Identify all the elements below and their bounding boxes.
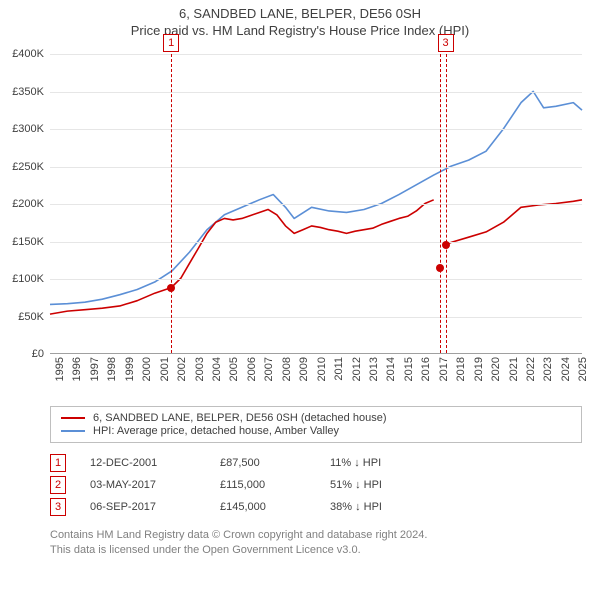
ytick-label: £250K (12, 161, 44, 173)
sale-event-vline (446, 54, 447, 353)
xtick-label: 2018 (455, 357, 467, 381)
xtick-label: 2023 (542, 357, 554, 381)
xtick-label: 2016 (420, 357, 432, 381)
footer-line1: Contains HM Land Registry data © Crown c… (50, 528, 427, 543)
ytick-label: £200K (12, 198, 44, 210)
xtick-label: 2010 (316, 357, 328, 381)
title-line2: Price paid vs. HM Land Registry's House … (0, 23, 600, 38)
sale-date: 06-SEP-2017 (90, 501, 220, 513)
sale-event-number-box: 3 (438, 34, 454, 52)
sale-price: £115,000 (220, 479, 330, 491)
sale-delta-vs-hpi: 51% ↓ HPI (330, 479, 450, 491)
sale-price: £87,500 (220, 457, 330, 469)
xtick-label: 2004 (211, 357, 223, 381)
xtick-label: 1997 (89, 357, 101, 381)
line-hpi (50, 91, 582, 304)
sale-event-number-box: 1 (163, 34, 179, 52)
gridline-h (50, 54, 582, 55)
xtick-label: 2025 (577, 357, 589, 381)
chart-plot-area: £0£50K£100K£150K£200K£250K£300K£350K£400… (50, 54, 582, 354)
sale-point-dot (436, 264, 444, 272)
sale-event-vline (440, 54, 441, 353)
footer-line2: This data is licensed under the Open Gov… (50, 543, 427, 558)
legend-item-hpi: HPI: Average price, detached house, Ambe… (61, 425, 571, 437)
sale-row-number-box: 1 (50, 454, 66, 472)
xtick-label: 2008 (281, 357, 293, 381)
footer-attribution: Contains HM Land Registry data © Crown c… (50, 528, 427, 558)
gridline-h (50, 317, 582, 318)
ytick-label: £350K (12, 86, 44, 98)
legend-label-hpi: HPI: Average price, detached house, Ambe… (93, 425, 339, 437)
xtick-label: 2015 (403, 357, 415, 381)
sale-delta-vs-hpi: 11% ↓ HPI (330, 457, 450, 469)
sale-date: 12-DEC-2001 (90, 457, 220, 469)
xtick-label: 2021 (508, 357, 520, 381)
xtick-label: 2001 (159, 357, 171, 381)
xtick-label: 2003 (194, 357, 206, 381)
chart-container: 6, SANDBED LANE, BELPER, DE56 0SH Price … (0, 6, 600, 596)
sale-price: £145,000 (220, 501, 330, 513)
ytick-label: £150K (12, 236, 44, 248)
legend-swatch-hpi (61, 430, 85, 432)
ytick-label: £100K (12, 273, 44, 285)
sale-point-dot (167, 284, 175, 292)
sales-table-row: 1 12-DEC-2001£87,50011% ↓ HPI (50, 454, 450, 476)
sale-date: 03-MAY-2017 (90, 479, 220, 491)
line-property (50, 200, 582, 314)
sale-row-number-box: 2 (50, 476, 66, 494)
xtick-label: 1998 (106, 357, 118, 381)
legend-item-property: 6, SANDBED LANE, BELPER, DE56 0SH (detac… (61, 412, 571, 424)
xtick-label: 2024 (560, 357, 572, 381)
gridline-h (50, 92, 582, 93)
sale-delta-vs-hpi: 38% ↓ HPI (330, 501, 450, 513)
sale-point-dot (442, 241, 450, 249)
gridline-h (50, 129, 582, 130)
xtick-label: 1996 (71, 357, 83, 381)
sale-event-vline (171, 54, 172, 353)
sales-table-row: 2 03-MAY-2017£115,00051% ↓ HPI (50, 476, 450, 498)
xtick-label: 2012 (351, 357, 363, 381)
sales-table-row: 3 06-SEP-2017£145,00038% ↓ HPI (50, 498, 450, 520)
title-line1: 6, SANDBED LANE, BELPER, DE56 0SH (0, 6, 600, 21)
sales-table: 1 12-DEC-2001£87,50011% ↓ HPI 2 03-MAY-2017… (50, 454, 450, 520)
gridline-h (50, 279, 582, 280)
ytick-label: £0 (32, 348, 44, 360)
sale-row-number-box: 3 (50, 498, 66, 516)
xtick-label: 2009 (298, 357, 310, 381)
xtick-label: 2000 (141, 357, 153, 381)
xtick-label: 2019 (473, 357, 485, 381)
xtick-label: 2014 (385, 357, 397, 381)
xtick-label: 1999 (124, 357, 136, 381)
legend-label-property: 6, SANDBED LANE, BELPER, DE56 0SH (detac… (93, 412, 386, 424)
xtick-label: 2013 (368, 357, 380, 381)
xtick-label: 2002 (176, 357, 188, 381)
xtick-label: 2022 (525, 357, 537, 381)
ytick-label: £300K (12, 123, 44, 135)
xtick-label: 2011 (333, 357, 345, 381)
gridline-h (50, 242, 582, 243)
xtick-label: 2007 (263, 357, 275, 381)
xtick-label: 2006 (246, 357, 258, 381)
ytick-label: £400K (12, 48, 44, 60)
xtick-label: 2005 (228, 357, 240, 381)
legend-box: 6, SANDBED LANE, BELPER, DE56 0SH (detac… (50, 406, 582, 443)
legend-swatch-property (61, 417, 85, 419)
xtick-label: 2017 (438, 357, 450, 381)
xtick-label: 2020 (490, 357, 502, 381)
gridline-h (50, 204, 582, 205)
ytick-label: £50K (18, 311, 44, 323)
gridline-h (50, 167, 582, 168)
xtick-label: 1995 (54, 357, 66, 381)
